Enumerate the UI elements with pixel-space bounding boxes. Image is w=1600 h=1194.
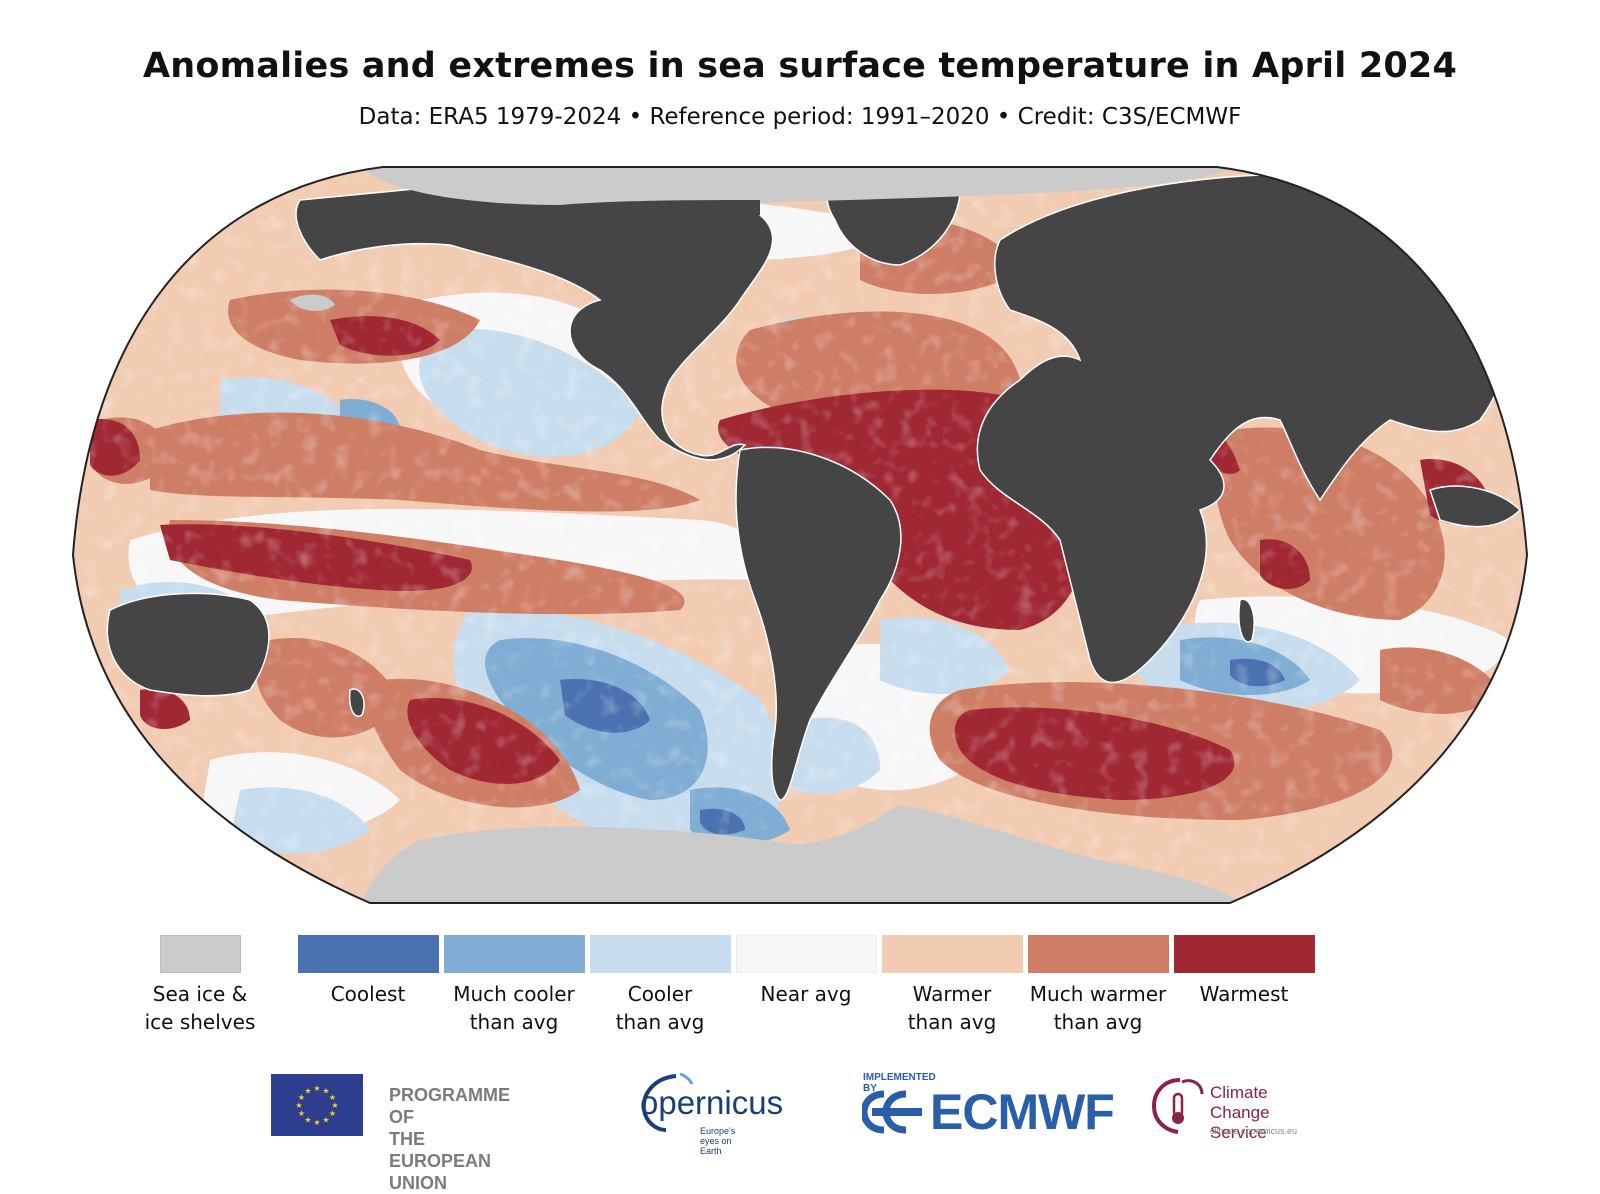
- eu-programme-text: PROGRAMME OF THE EUROPEAN UNION: [389, 1085, 510, 1193]
- legend-label-sea-ice: Sea ice & ice shelves: [144, 982, 256, 1034]
- chart-subtitle: Data: ERA5 1979-2024 • Reference period:…: [358, 104, 1242, 130]
- legend-swatch-near-avg: [736, 935, 877, 973]
- legend-swatch-warmest: [1174, 935, 1315, 973]
- legend-swatch-much-warmer: [1028, 935, 1169, 973]
- svg-text:★: ★: [329, 1093, 336, 1102]
- svg-text:★: ★: [329, 1109, 336, 1118]
- globe-outline: [71, 166, 1529, 904]
- legend-label-much-cooler: Much cooler than avg: [453, 982, 575, 1034]
- maritime-continent: [1429, 485, 1522, 528]
- svg-text:★: ★: [298, 1093, 305, 1102]
- svg-text:★: ★: [298, 1109, 305, 1118]
- legend-swatch-warmer: [882, 935, 1023, 973]
- legend-swatch-sea-ice: [160, 935, 241, 973]
- thermometer-cloud-icon: [1151, 1078, 1204, 1134]
- svg-text:★: ★: [322, 1116, 329, 1125]
- svg-text:★: ★: [313, 1118, 320, 1127]
- sea-ice: [290, 167, 1240, 903]
- legend-label-cooler: Cooler than avg: [615, 982, 705, 1034]
- legend-swatch-much-cooler: [444, 935, 585, 973]
- legend-label-warmer: Warmer than avg: [907, 982, 997, 1034]
- ecmwf-logo-text: ECMWF: [930, 1084, 1115, 1140]
- legend-swatch-coolest: [298, 935, 439, 973]
- chart-title: Anomalies and extremes in sea surface te…: [142, 46, 1458, 86]
- world-sst-anomaly-map: [71, 166, 1529, 904]
- eu-flag-logo: ★ ★ ★ ★ ★ ★ ★ ★ ★ ★ ★ ★: [271, 1074, 363, 1136]
- svg-text:★: ★: [331, 1101, 338, 1110]
- ecmwf-waves-icon: [862, 1090, 922, 1134]
- south-america: [735, 446, 902, 801]
- copernicus-tagline: Europe's eyes on Earth: [700, 1126, 736, 1156]
- legend-swatch-cooler: [590, 935, 731, 973]
- eu-stars-icon: ★ ★★ ★★★ ★★★ ★★★: [295, 1084, 338, 1127]
- copernicus-logo-text: opernicus: [640, 1084, 784, 1121]
- svg-text:★: ★: [295, 1101, 302, 1110]
- svg-text:★: ★: [304, 1087, 311, 1096]
- ccs-url: climate.copernicus.eu: [1210, 1126, 1298, 1136]
- new-zealand: [348, 688, 365, 717]
- svg-text:★: ★: [304, 1116, 311, 1125]
- ecmwf-implemented-by: IMPLEMENTED BY: [863, 1072, 936, 1094]
- land-masses: [106, 173, 1522, 801]
- legend-label-coolest: Coolest: [330, 982, 406, 1006]
- legend-label-near-avg: Near avg: [760, 982, 852, 1006]
- legend: Sea ice & ice shelves Coolest Much cooler…: [144, 935, 1315, 1034]
- australia: [106, 592, 270, 697]
- svg-text:★: ★: [313, 1084, 320, 1093]
- svg-text:★: ★: [322, 1087, 329, 1096]
- polar-land: [560, 200, 760, 220]
- legend-label-much-warmer: Much warmer than avg: [1029, 982, 1167, 1034]
- madagascar: [1238, 598, 1255, 643]
- copernicus-swoosh-icon: [641, 1072, 694, 1132]
- ccs-logo-text: Climate Change Service: [1210, 1083, 1270, 1142]
- legend-label-warmest: Warmest: [1199, 982, 1289, 1006]
